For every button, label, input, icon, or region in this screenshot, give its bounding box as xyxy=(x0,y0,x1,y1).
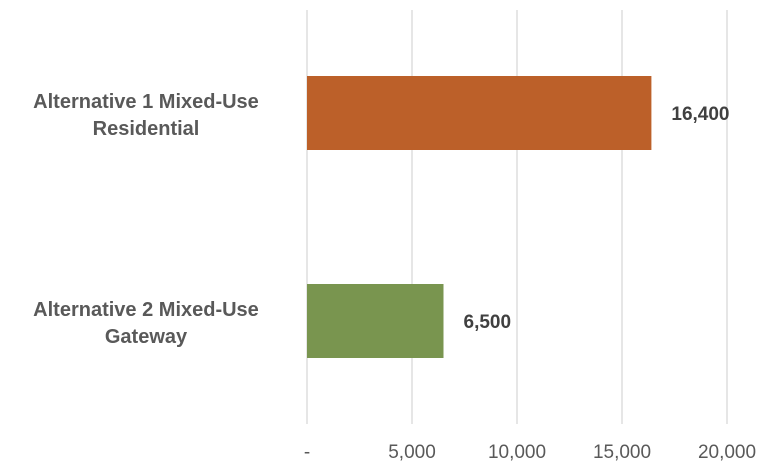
x-axis-tick-labels: - 5,000 10,000 15,000 20,000 xyxy=(304,442,756,463)
category-labels: Alternative 1 Mixed-Use ResidentialAltern… xyxy=(33,91,259,348)
x-tick-label: 5,000 xyxy=(388,442,436,463)
category-label: Alternative 2 Mixed-Use Gateway xyxy=(33,299,259,348)
gridlines xyxy=(306,10,728,424)
x-tick-label: 15,000 xyxy=(593,442,651,463)
data-label: 6,500 xyxy=(464,312,512,333)
data-label: 16,400 xyxy=(671,104,729,125)
data-labels: 16,400 6,500 xyxy=(464,104,730,333)
category-label: Alternative 1 Mixed-Use Residential xyxy=(33,91,259,140)
x-tick-label: - xyxy=(304,442,310,463)
bar xyxy=(307,284,444,358)
category-label-line: Gateway xyxy=(105,326,188,348)
bars xyxy=(307,76,652,358)
bar xyxy=(307,76,652,150)
category-label-line: Residential xyxy=(93,118,200,140)
category-label-line: Alternative 1 Mixed-Use xyxy=(33,91,259,113)
x-tick-label: 10,000 xyxy=(488,442,546,463)
category-label-line: Alternative 2 Mixed-Use xyxy=(33,299,259,321)
x-tick-label: 20,000 xyxy=(698,442,756,463)
